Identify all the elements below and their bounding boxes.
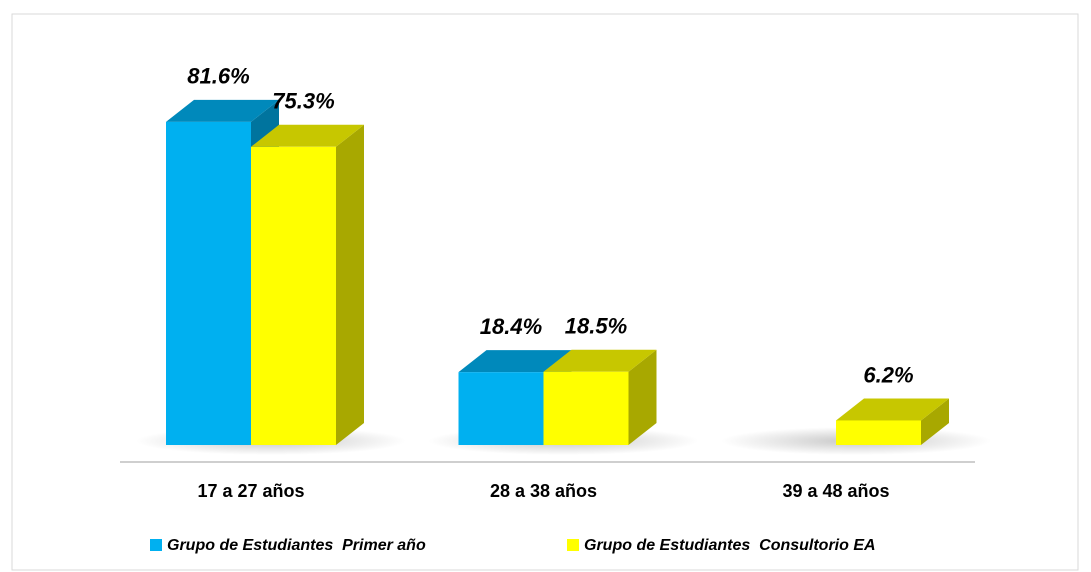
bar-top xyxy=(251,124,364,147)
legend-label: Grupo de Estudiantes Primer año xyxy=(167,537,426,554)
data-label: 81.6% xyxy=(187,64,249,89)
bar xyxy=(836,398,949,445)
data-label: 18.4% xyxy=(480,314,542,339)
bar-side xyxy=(628,349,657,445)
x-tick-label: 39 a 48 años xyxy=(782,481,889,501)
bar-front xyxy=(458,372,544,445)
x-tick-label: 28 a 38 años xyxy=(490,481,597,501)
bar-front xyxy=(166,121,251,445)
bar-top xyxy=(458,350,572,373)
bar xyxy=(251,124,364,445)
bar xyxy=(543,349,657,445)
data-label: 75.3% xyxy=(272,89,334,114)
bar xyxy=(458,350,572,445)
legend-swatch xyxy=(150,539,162,551)
bar-side xyxy=(921,398,949,445)
bar-top xyxy=(543,349,657,372)
bar-top xyxy=(166,99,279,122)
data-label: 18.5% xyxy=(565,314,627,339)
bar-top xyxy=(836,398,949,421)
bar-front xyxy=(836,420,921,445)
bar-front xyxy=(543,371,629,445)
bar-front xyxy=(251,146,336,445)
x-tick-label: 17 a 27 años xyxy=(197,481,304,501)
data-label: 6.2% xyxy=(863,362,913,387)
legend-swatch xyxy=(567,539,579,551)
bar-side xyxy=(336,124,364,445)
legend-label: Grupo de Estudiantes Consultorio EA xyxy=(584,537,876,554)
